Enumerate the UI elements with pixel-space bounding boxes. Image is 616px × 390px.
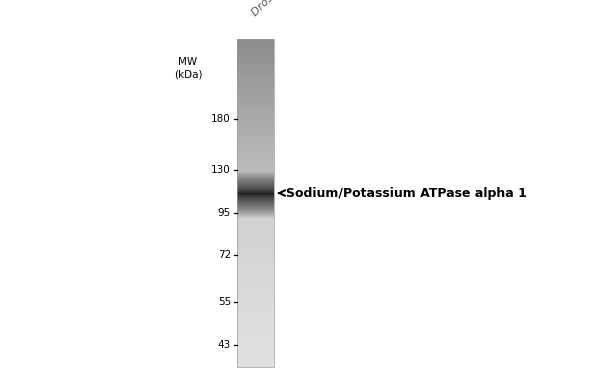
Text: Sodium/Potassium ATPase alpha 1: Sodium/Potassium ATPase alpha 1 [286,186,527,200]
Text: 180: 180 [211,114,231,124]
Text: Drosophila brain: Drosophila brain [251,0,323,18]
Text: MW
(kDa): MW (kDa) [174,57,202,80]
Text: 130: 130 [211,165,231,175]
Text: 95: 95 [217,207,231,218]
Bar [237,39,274,367]
Text: 55: 55 [217,297,231,307]
Text: 43: 43 [217,340,231,350]
Text: 72: 72 [217,250,231,261]
